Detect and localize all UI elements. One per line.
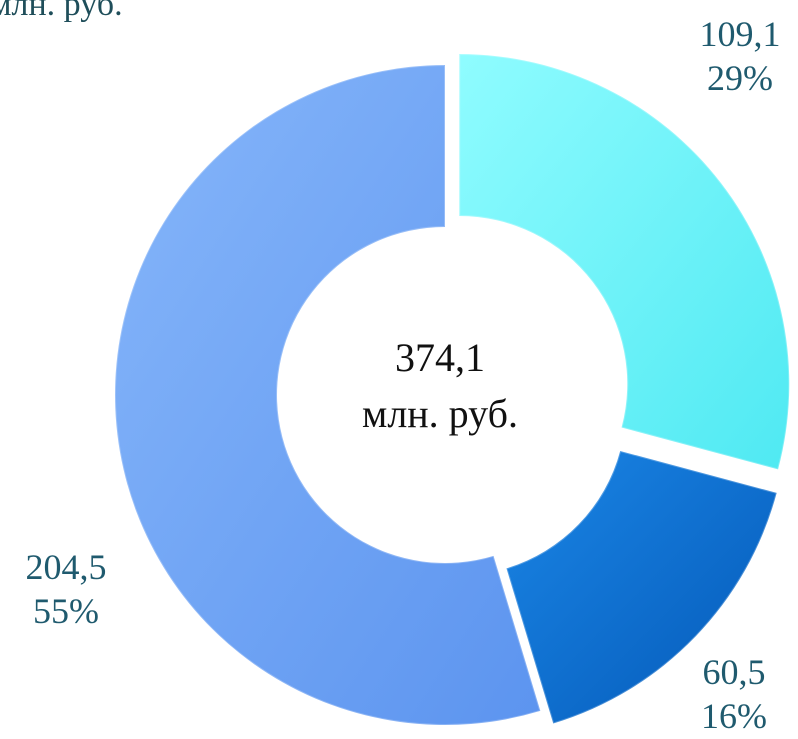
slice-label-3: 204,5 55% — [6, 545, 126, 633]
unit-label-cropped: млн. руб. — [0, 0, 123, 23]
center-unit: млн. руб. — [362, 391, 518, 436]
slice-label-1: 109,1 29% — [680, 12, 798, 100]
slice-value-3: 204,5 — [25, 547, 107, 587]
donut-slice-1 — [458, 53, 791, 471]
slice-percent-3: 55% — [33, 591, 99, 631]
donut-slice-3 — [114, 63, 542, 726]
slice-label-2: 60,5 16% — [674, 650, 794, 738]
center-value: 374,1 — [395, 335, 485, 380]
slice-value-1: 109,1 — [699, 14, 781, 54]
donut-slice-2 — [505, 449, 778, 725]
slice-percent-1: 29% — [707, 58, 773, 98]
slice-value-2: 60,5 — [702, 652, 766, 692]
slice-percent-2: 16% — [701, 696, 767, 736]
donut-center-total: 374,1 млн. руб. — [330, 330, 550, 442]
